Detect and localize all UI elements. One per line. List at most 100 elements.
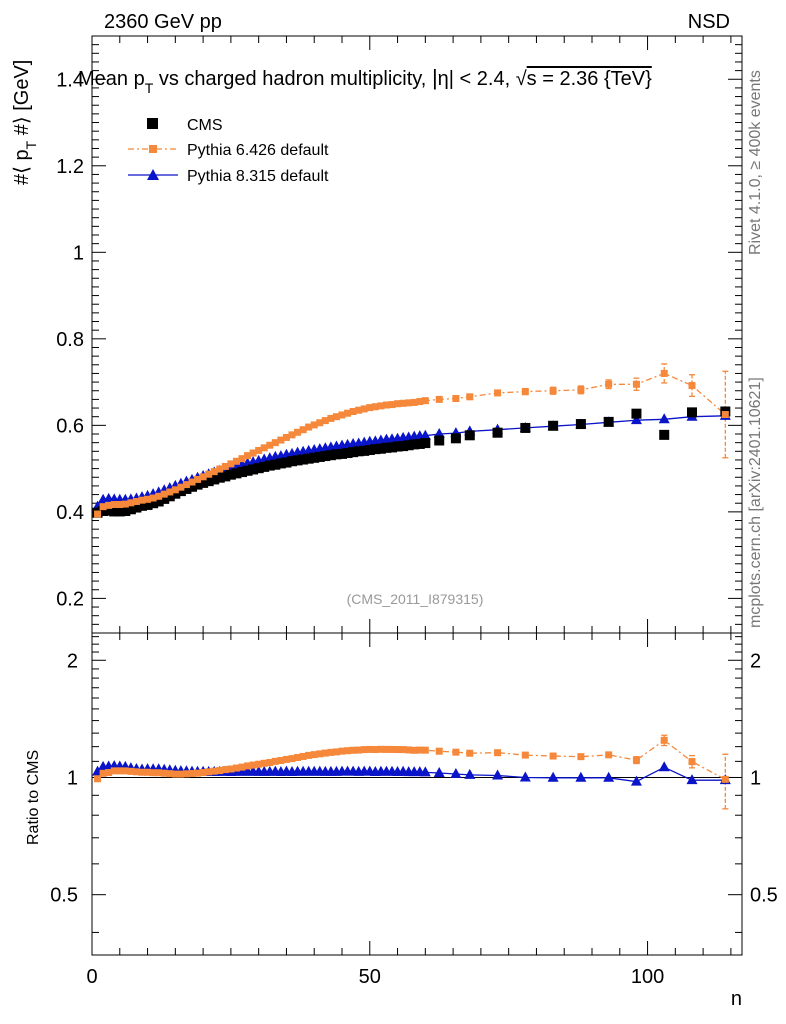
pythia6-point	[605, 380, 613, 388]
pythia6-point	[294, 428, 302, 436]
pythia6-point	[232, 457, 240, 465]
ratio-pythia6-point	[160, 769, 168, 777]
pythia6-point	[121, 500, 129, 508]
pythia6-point	[466, 393, 474, 401]
pythia6-point	[452, 395, 460, 403]
cms-point	[314, 451, 325, 462]
legend-cms-marker	[147, 118, 158, 129]
pythia6-point	[216, 465, 224, 473]
pythia6-point	[688, 382, 696, 390]
pythia6-point	[227, 460, 235, 468]
pythia6-point	[349, 408, 357, 416]
ratio-pythia6-point	[188, 769, 196, 777]
ratio-pythia6-point	[494, 749, 502, 757]
pythia6-point	[549, 387, 557, 395]
ratio-pythia6-point	[210, 767, 218, 775]
pythia6-point	[299, 426, 307, 434]
cms-point	[159, 493, 170, 504]
ratio-y-tick-label-right: 1	[750, 767, 761, 789]
pythia6-point	[382, 401, 390, 409]
cms-point	[264, 460, 275, 471]
ratio-pythia6-point	[349, 746, 357, 754]
cms-point	[337, 448, 347, 459]
legend-pythia8-marker	[147, 169, 159, 180]
ratio-pythia6-point	[166, 770, 174, 778]
ratio-pythia6-point	[388, 745, 396, 753]
pythia6-point	[371, 403, 379, 411]
pythia6-point	[116, 501, 124, 509]
pythia6-point	[94, 510, 102, 518]
main-y-tick-label: 1	[73, 242, 84, 264]
ratio-pythia6-point	[277, 757, 285, 765]
cms-point	[359, 445, 370, 456]
pythia6-point	[310, 421, 318, 429]
title-part-c: η| < 2.4,	[438, 68, 516, 90]
ratio-pythia8-point	[603, 771, 615, 782]
pythia6-point	[110, 501, 118, 509]
cms-point	[148, 498, 159, 509]
cms-point	[242, 465, 253, 476]
ratio-pythia6-point	[355, 746, 363, 754]
ratio-pythia6-point	[721, 775, 729, 783]
pythia6-point	[282, 433, 290, 441]
pythia6-point	[249, 449, 257, 457]
cms-point	[464, 430, 475, 441]
ratio-pythia6-point	[360, 746, 368, 754]
cms-point	[687, 407, 697, 418]
cms-point	[520, 422, 531, 433]
ratio-pythia6-point	[216, 767, 224, 775]
cms-point	[631, 408, 642, 419]
cms-point	[398, 441, 409, 452]
legend-pythia8-label: Pythia 8.315 default	[187, 168, 329, 185]
ratio-y-tick-label-left: 1	[67, 767, 78, 789]
ratio-series-group	[92, 734, 731, 810]
cms-point	[109, 506, 120, 517]
main-series-group	[92, 363, 731, 518]
cms-point	[187, 481, 197, 492]
cms-point	[420, 438, 431, 449]
cms-point	[153, 496, 164, 507]
pythia6-point	[132, 497, 140, 505]
main-y-tick-label: 1.4	[56, 69, 84, 91]
pythia6-point	[377, 402, 385, 410]
cms-point	[181, 483, 192, 494]
ratio-pythia6-point	[121, 767, 129, 775]
pythia6-point	[410, 398, 418, 406]
x-tick-label: 100	[631, 966, 664, 988]
pythia6-point	[177, 483, 185, 491]
pythia6-point	[210, 468, 218, 476]
legend-pythia6-label: Pythia 6.426 default	[187, 142, 329, 159]
cms-point	[309, 452, 320, 463]
ratio-pythia6-point	[399, 746, 407, 754]
pythia6-point	[388, 401, 396, 409]
ratio-pythia6-point	[660, 736, 668, 744]
header-right-label: NSD	[688, 11, 730, 33]
ratio-pythia6-point	[416, 746, 424, 754]
pythia6-point	[577, 386, 585, 394]
cms-point	[248, 464, 259, 475]
title-part-d: √	[516, 68, 527, 90]
cms-point	[659, 429, 670, 440]
ratio-pythia6-point	[338, 747, 346, 755]
x-axis-label: n	[731, 988, 742, 1010]
cms-point	[548, 420, 559, 431]
ratio-pythia6-point	[371, 746, 379, 754]
cms-point	[375, 443, 386, 454]
cms-point	[225, 469, 236, 480]
pythia6-point	[660, 369, 668, 377]
cms-point	[370, 444, 381, 455]
ratio-y-tick-label-right: 2	[750, 650, 761, 672]
ratio-plot-frame	[91, 632, 743, 956]
main-axis-ticks: 0.2 0.4 0.6 0.8 1 1.2 1.4	[56, 36, 742, 633]
cms-point	[270, 459, 281, 470]
ratio-pythia6-point	[435, 747, 443, 755]
cms-point	[253, 463, 264, 474]
rivet-version-label: Rivet 4.1.0, ≥ 400k events	[747, 70, 764, 255]
pythia6-point	[338, 411, 346, 419]
ratio-pythia6-point	[271, 757, 279, 765]
ratio-pythia6-point	[452, 748, 460, 756]
cms-point	[381, 442, 392, 453]
ratio-pythia6-point	[182, 770, 190, 778]
cms-point	[198, 477, 209, 488]
